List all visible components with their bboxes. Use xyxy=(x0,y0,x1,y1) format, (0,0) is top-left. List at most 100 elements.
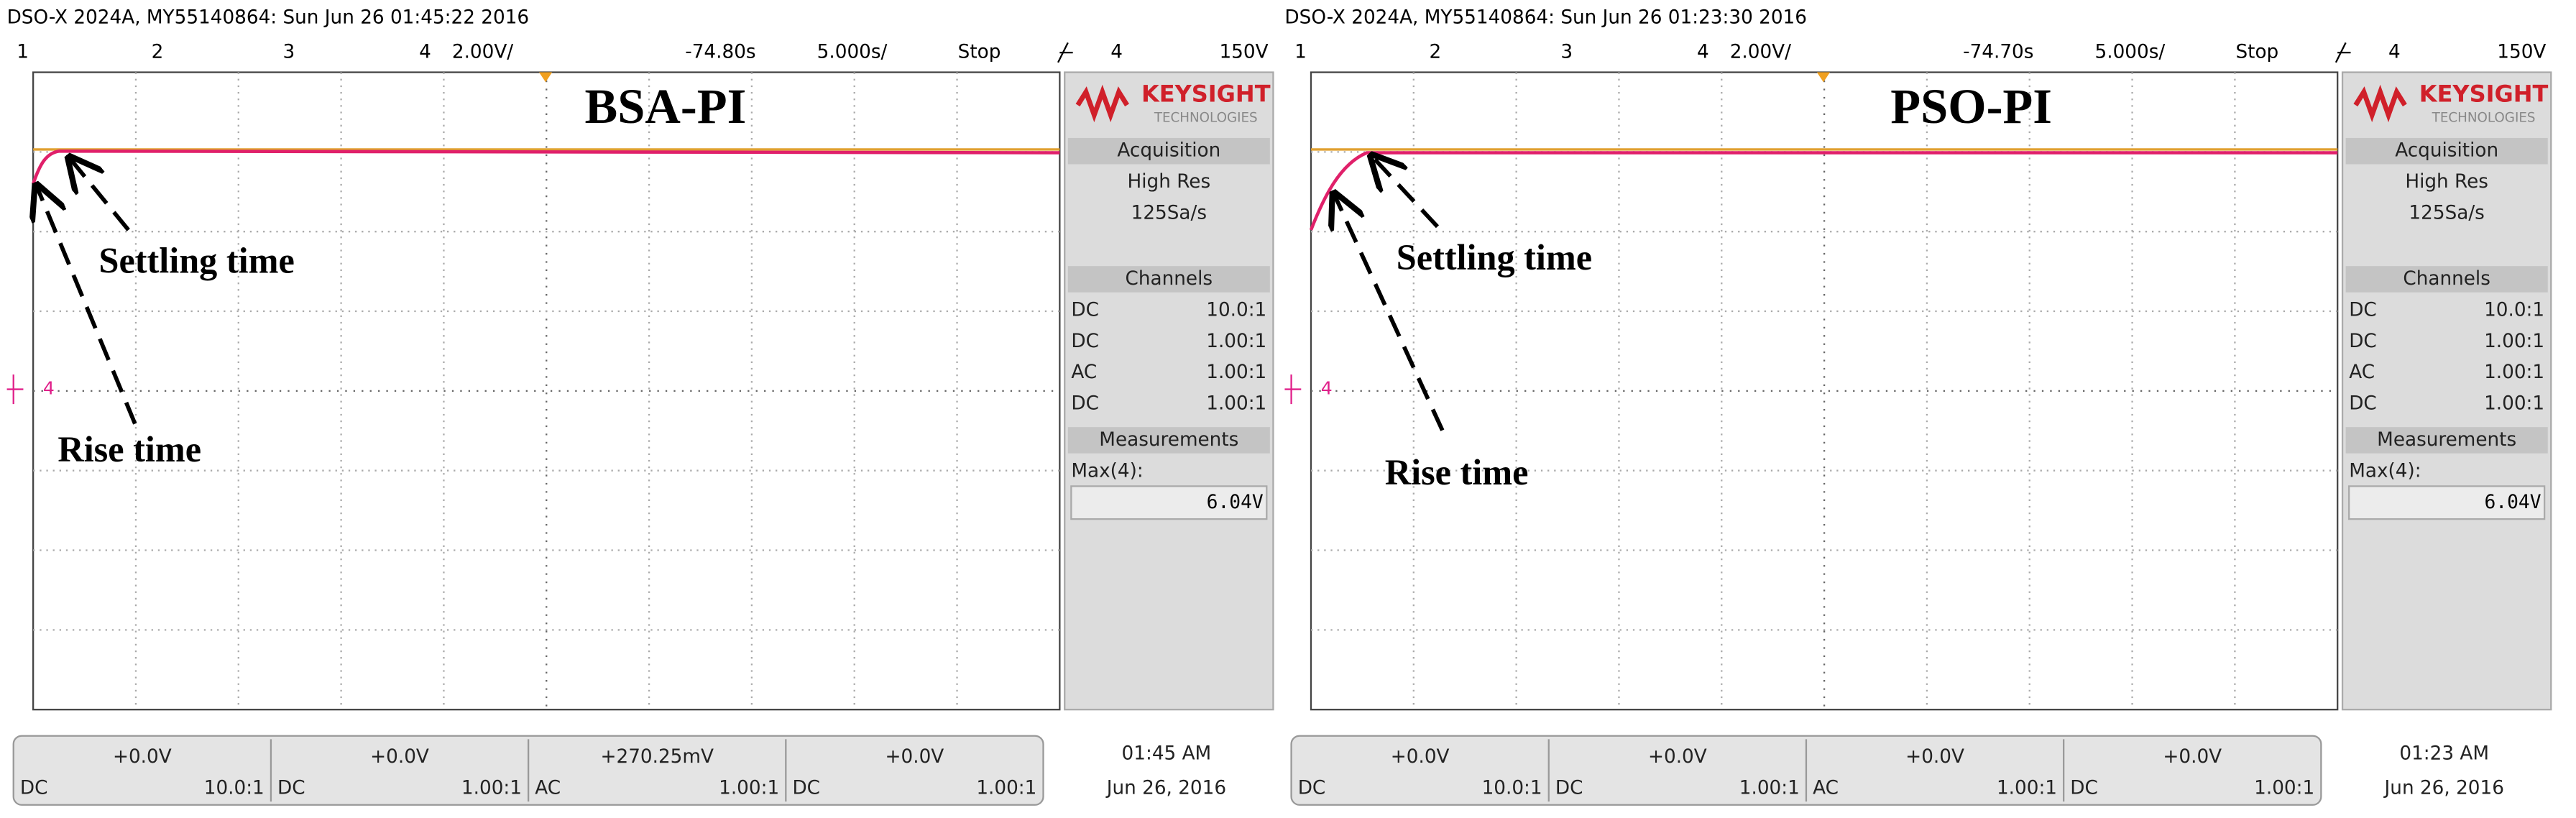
annotation-arrow xyxy=(69,157,130,231)
trigger-icon xyxy=(2334,42,2351,63)
channel-4-trace xyxy=(1309,151,2338,231)
channel-offset: +0.0V xyxy=(113,746,172,768)
section-title: Channels xyxy=(2403,268,2490,290)
channel-number: 2 xyxy=(152,42,164,63)
channel-number: 4 xyxy=(419,42,431,63)
clock-time: 01:23 AM xyxy=(2399,743,2489,764)
channel-offset: +0.0V xyxy=(2163,746,2222,768)
channel-coupling: AC xyxy=(1071,362,1097,383)
settling-time-label: Settling time xyxy=(99,240,295,280)
channel-offset: +0.0V xyxy=(1648,746,1707,768)
channel-number: 3 xyxy=(1560,42,1573,63)
section-header xyxy=(2345,137,2548,165)
channel-coupling: DC xyxy=(1555,777,1583,799)
measurement-name: Max(4): xyxy=(1071,460,1143,482)
trigger-icon xyxy=(1057,42,1073,63)
panel-title: BSA-PI xyxy=(585,79,747,134)
run-state: Stop xyxy=(2236,42,2279,63)
channel-coupling: AC xyxy=(2349,362,2375,383)
section-header xyxy=(1067,266,1270,293)
scope-panel: DSO-X 2024A, MY55140864: Sun Jun 26 01:4… xyxy=(6,7,1274,806)
channel-offset: +0.0V xyxy=(886,746,944,768)
channel-probe: 1.00:1 xyxy=(461,777,522,799)
ground-marker: 4 xyxy=(43,378,55,399)
channel-coupling: DC xyxy=(20,777,48,799)
channel-probe: 10.0:1 xyxy=(204,777,264,799)
channel-offset: +0.0V xyxy=(1905,746,1964,768)
brand: KEYSIGHT xyxy=(2419,81,2549,108)
measurement-value: 6.04V xyxy=(2484,492,2541,513)
graticule xyxy=(1310,71,2339,711)
annotation-arrow xyxy=(37,185,137,425)
annotation-arrow xyxy=(1372,156,1440,229)
trigger-position xyxy=(538,72,553,83)
rise-time-label: Rise time xyxy=(58,429,201,469)
channel-probe: 1.00:1 xyxy=(1206,331,1266,352)
channel-number: 4 xyxy=(1697,42,1709,63)
brand-logo xyxy=(1075,84,1129,123)
ground-icon xyxy=(6,374,24,405)
annotation-arrow xyxy=(1334,194,1445,431)
measurement-name: Max(4): xyxy=(2349,460,2421,482)
scope-panel: DSO-X 2024A, MY55140864: Sun Jun 26 01:2… xyxy=(1284,7,2552,806)
brand-sub: TECHNOLOGIES xyxy=(1154,111,1258,126)
brand-sub: TECHNOLOGIES xyxy=(2432,111,2536,126)
measurement-box xyxy=(2348,485,2546,520)
channel-number: 1 xyxy=(17,42,29,63)
channel-coupling: DC xyxy=(277,777,305,799)
acquisition-mode: High Res xyxy=(1128,171,1211,193)
channel-number: 1 xyxy=(1294,42,1307,63)
clock-date: Jun 26, 2016 xyxy=(1105,777,1226,799)
channel-coupling: DC xyxy=(1298,777,1326,799)
section-header xyxy=(2345,427,2548,454)
section-title: Acquisition xyxy=(1117,140,1220,162)
channel-number: 2 xyxy=(1430,42,1442,63)
channel-offset: +270.25mV xyxy=(600,746,713,768)
section-title: Measurements xyxy=(1099,429,1238,451)
channel-probe: 1.00:1 xyxy=(2484,362,2544,383)
vertical-scale: 2.00V/ xyxy=(1730,42,1791,63)
section-title: Measurements xyxy=(2377,429,2516,451)
channel-coupling: AC xyxy=(535,777,561,799)
panel-title: PSO-PI xyxy=(1890,79,2052,134)
ground-icon xyxy=(1284,374,1302,405)
measurement-value: 6.04V xyxy=(1207,492,1264,513)
channel-probe: 10.0:1 xyxy=(1482,777,1542,799)
clock-date: Jun 26, 2016 xyxy=(2383,777,2504,799)
sidebar xyxy=(1064,71,1274,711)
graticule xyxy=(32,71,1061,711)
timebase: 5.000s/ xyxy=(2095,42,2166,63)
clock-time: 01:45 AM xyxy=(1122,743,1212,764)
section-title: Acquisition xyxy=(2395,140,2498,162)
channel-offset: +0.0V xyxy=(370,746,429,768)
channel-coupling: DC xyxy=(2070,777,2098,799)
channel-probe: 1.00:1 xyxy=(1206,362,1266,383)
run-state: Stop xyxy=(958,42,1001,63)
instrument-info: DSO-X 2024A, MY55140864: Sun Jun 26 01:2… xyxy=(1284,7,1807,29)
channel-probe: 1.00:1 xyxy=(1997,777,2057,799)
channel-probe: 1.00:1 xyxy=(976,777,1036,799)
vertical-scale: 2.00V/ xyxy=(452,42,513,63)
channel-coupling: DC xyxy=(2349,331,2377,352)
trigger-level: 150V xyxy=(1219,42,1268,63)
channel-probe: 1.00:1 xyxy=(2254,777,2314,799)
channel-coupling: DC xyxy=(1071,393,1099,415)
trigger-channel: 4 xyxy=(2388,42,2401,63)
section-header xyxy=(2345,266,2548,293)
sample-rate: 125Sa/s xyxy=(2409,203,2484,224)
brand-logo xyxy=(2353,84,2407,123)
section-header xyxy=(1067,137,1270,165)
rise-time-label: Rise time xyxy=(1385,452,1529,492)
channel-probe: 1.00:1 xyxy=(719,777,779,799)
channel-coupling: DC xyxy=(792,777,820,799)
channel-number: 3 xyxy=(282,42,295,63)
trigger-channel: 4 xyxy=(1110,42,1123,63)
channel-probe: 1.00:1 xyxy=(2484,331,2544,352)
channel-offset: +0.0V xyxy=(1391,746,1450,768)
trigger-level: 150V xyxy=(2497,42,2546,63)
trigger-position xyxy=(1816,72,1831,83)
sidebar xyxy=(2341,71,2552,711)
time-offset: -74.70s xyxy=(1963,42,2033,63)
